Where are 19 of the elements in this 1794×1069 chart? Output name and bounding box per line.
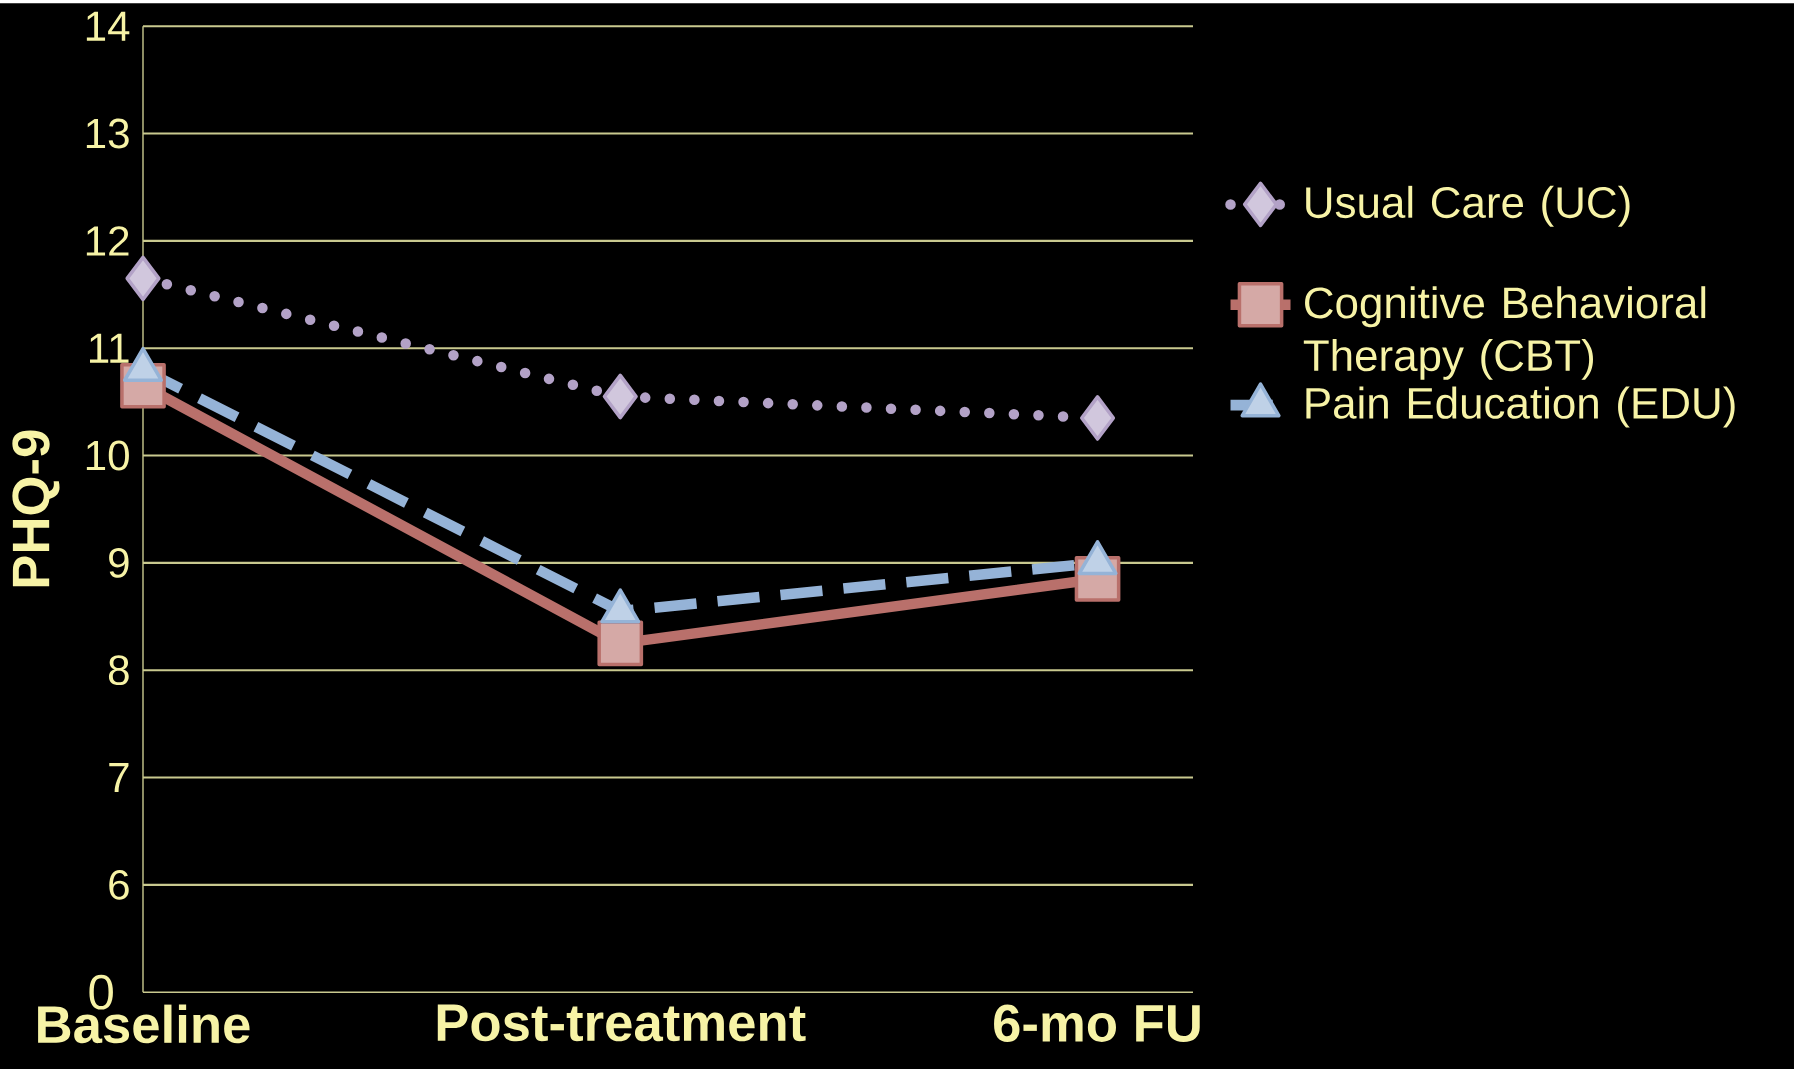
y-tick-label: 6 bbox=[109, 869, 129, 900]
y-tick-label: 14 bbox=[86, 11, 130, 41]
point bbox=[1079, 395, 1116, 441]
y-tick-label: 7 bbox=[109, 762, 129, 792]
legend-label: Cognitive Behavioral Therapy (CBT) bbox=[1303, 286, 1706, 380]
x-tick-label: 6-mo FU bbox=[994, 1004, 1200, 1042]
y-tick-label: 11 bbox=[90, 333, 129, 363]
legend-label: Usual Care (UC) bbox=[1306, 185, 1630, 227]
y-tick-label: 9 bbox=[109, 547, 129, 578]
x-tick-label: Post-treatment bbox=[437, 1004, 806, 1042]
y-tick-label: 8 bbox=[108, 655, 129, 685]
point bbox=[602, 373, 638, 420]
y-tick-label: 12 bbox=[86, 226, 129, 256]
point bbox=[597, 620, 644, 667]
y-tick-label: 10 bbox=[86, 440, 129, 471]
y-tick-label: 13 bbox=[86, 118, 129, 149]
legend-label: Pain Education (EDU) bbox=[1306, 386, 1735, 428]
point bbox=[125, 255, 161, 302]
y-axis-title: PHQ-9 bbox=[12, 430, 60, 587]
